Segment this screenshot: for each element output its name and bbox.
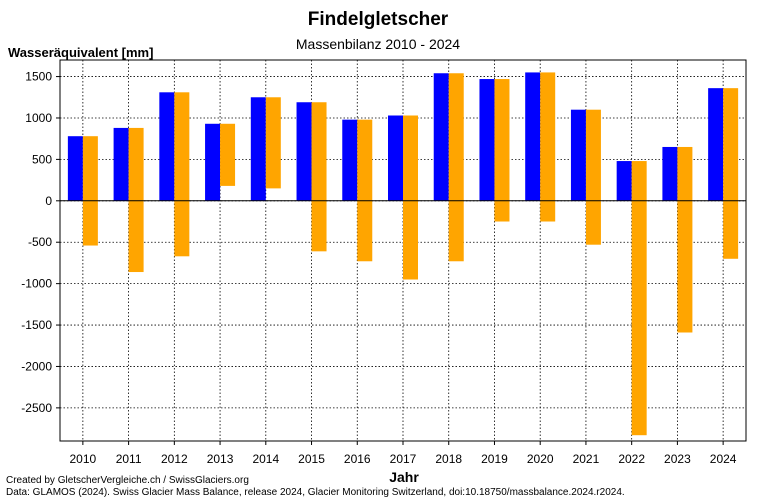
y-tick-label: 0 — [45, 194, 52, 208]
x-tick-label: 2015 — [298, 452, 325, 466]
bar-blue-2011 — [113, 127, 129, 201]
chart-subtitle: Massenbilanz 2010 - 2024 — [296, 36, 460, 52]
bar-blue-2020 — [525, 72, 541, 201]
x-tick-label: 2017 — [390, 452, 417, 466]
y-tick-label: 500 — [32, 152, 52, 166]
y-tick-label: -2500 — [21, 401, 52, 415]
x-axis-label: Jahr — [389, 469, 419, 485]
y-axis-label: Wasseräquivalent [mm] — [8, 45, 153, 60]
bar-blue-2023 — [662, 146, 678, 201]
bar-blue-2014 — [250, 97, 266, 201]
x-tick-label: 2021 — [573, 452, 600, 466]
bar-blue-2015 — [296, 102, 312, 201]
bar-blue-2012 — [159, 92, 175, 201]
bar-blue-2016 — [342, 119, 358, 201]
bar-orange-2022 — [631, 161, 647, 436]
bar-blue-2013 — [205, 123, 221, 201]
bar-orange-2021 — [585, 109, 601, 245]
x-tick-label: 2020 — [527, 452, 554, 466]
bar-orange-2012 — [174, 92, 190, 257]
bar-orange-2017 — [403, 115, 418, 280]
y-ticks: 1500 1000 500 0 -500 -1000 -1500 -2000 -2500 — [21, 70, 60, 415]
chart-title: Findelgletscher — [308, 9, 449, 30]
bar-blue-2010 — [67, 136, 83, 201]
x-tick-label: 2013 — [207, 452, 234, 466]
bar-orange-2018 — [448, 73, 464, 262]
footer-source: Data: GLAMOS (2024). Swiss Glacier Mass … — [6, 487, 625, 498]
bar-orange-2023 — [677, 146, 693, 333]
bar-orange-2015 — [311, 102, 327, 252]
x-tick-label: 2012 — [161, 452, 188, 466]
y-tick-label: -1500 — [21, 318, 52, 332]
bar-orange-2019 — [494, 79, 510, 222]
bar-blue-2017 — [388, 115, 403, 201]
x-tick-label: 2023 — [664, 452, 691, 466]
bar-blue-2019 — [479, 79, 495, 201]
bar-orange-2010 — [82, 136, 98, 246]
bar-blue-2021 — [570, 109, 586, 201]
y-tick-label: -500 — [28, 235, 52, 249]
x-tick-label: 2014 — [252, 452, 279, 466]
bar-blue-2024 — [708, 88, 724, 201]
y-tick-label: -1000 — [21, 277, 52, 291]
bar-orange-2020 — [540, 72, 556, 222]
bar-orange-2014 — [265, 97, 281, 189]
x-tick-label: 2010 — [70, 452, 97, 466]
x-ticks: 2010 2011 2012 2013 2014 2015 2016 2017 2018 2019… — [70, 441, 737, 466]
y-tick-label: 1000 — [25, 111, 52, 125]
bar-orange-2011 — [128, 127, 144, 273]
x-tick-label: 2018 — [435, 452, 462, 466]
footer-credit: Created by GletscherVergleiche.ch / Swis… — [6, 475, 249, 486]
y-tick-label: -2000 — [21, 359, 52, 373]
bar-orange-2013 — [220, 123, 236, 186]
x-tick-label: 2022 — [618, 452, 645, 466]
y-tick-label: 1500 — [25, 70, 52, 84]
bar-blue-2022 — [616, 161, 632, 201]
bar-orange-2024 — [723, 88, 739, 259]
x-tick-label: 2024 — [710, 452, 737, 466]
x-tick-label: 2016 — [344, 452, 371, 466]
bar-blue-2018 — [433, 73, 449, 201]
x-tick-label: 2019 — [481, 452, 508, 466]
bars — [67, 72, 739, 436]
bar-orange-2016 — [357, 119, 373, 262]
x-tick-label: 2011 — [116, 452, 142, 466]
